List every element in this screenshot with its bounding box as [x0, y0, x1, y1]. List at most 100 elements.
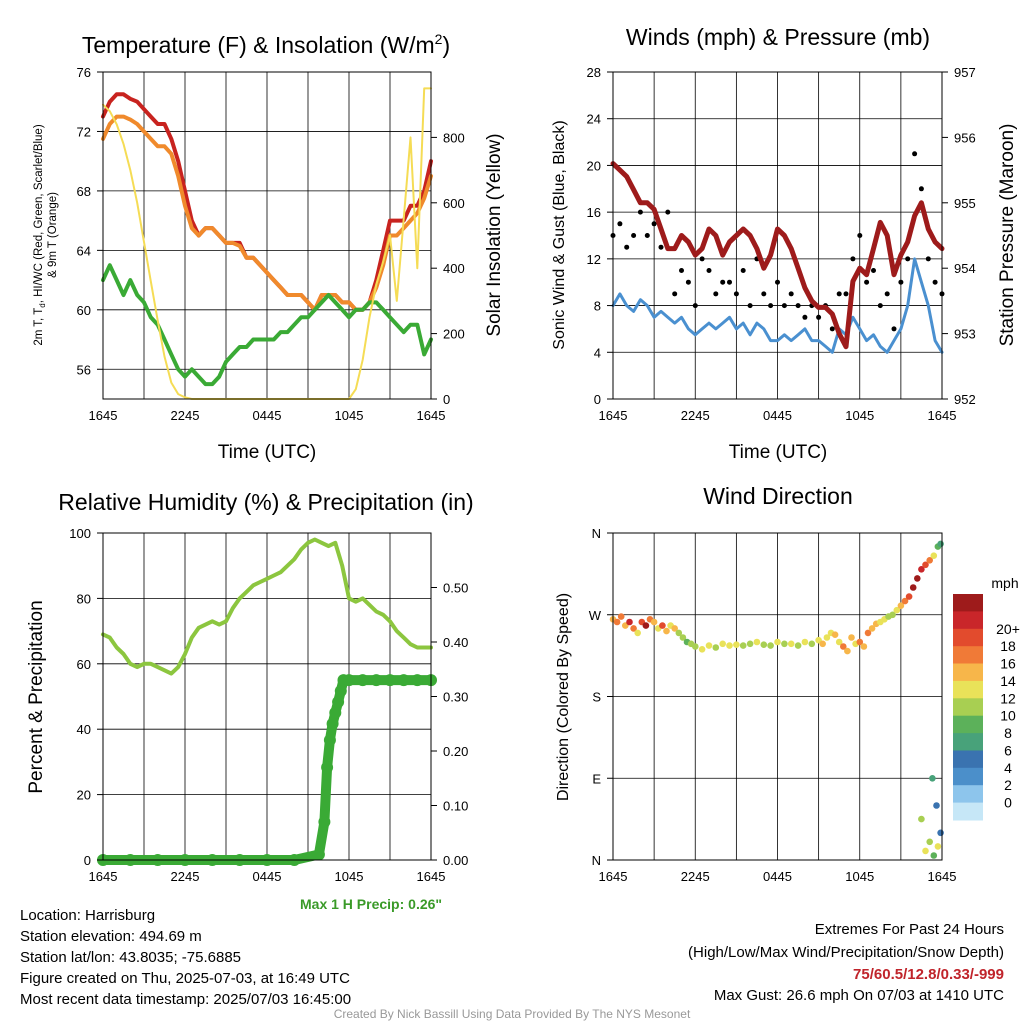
- x-tick-label: 1645: [599, 869, 628, 884]
- gust-point: [699, 256, 705, 262]
- rh-panel: Relative Humidity (%) & Precipitation (i…: [26, 489, 474, 884]
- precip-point: [321, 761, 334, 774]
- gust-point: [891, 326, 897, 332]
- gust-point: [747, 303, 753, 309]
- y-tick-label: 200: [443, 327, 465, 342]
- x-tick-label: 1645: [417, 869, 446, 884]
- gust-point: [829, 326, 835, 332]
- colorbar-label: 8: [1004, 725, 1012, 741]
- wind-y2label: Station Pressure (Maroon): [997, 124, 1018, 347]
- direction-point: [617, 613, 625, 620]
- wind-series: [610, 151, 945, 354]
- gust-point: [918, 186, 924, 192]
- colorbar-swatch: [953, 715, 983, 734]
- direction-point: [733, 641, 740, 648]
- dir-ylabel: Direction (Colored By Speed): [555, 593, 572, 801]
- precip-point: [343, 674, 355, 687]
- colorbar-swatch: [953, 611, 983, 630]
- wind-y2ticks: 952 953 954 955 956 957: [942, 65, 976, 407]
- direction-point: [794, 642, 802, 649]
- direction-point: [937, 829, 944, 837]
- gust-point: [637, 209, 643, 215]
- gust-point: [795, 303, 801, 309]
- y-tick-label: 600: [443, 196, 465, 211]
- direction-point: [630, 625, 637, 632]
- x-tick-label: 1645: [417, 408, 446, 423]
- y-tick-label: 72: [77, 124, 91, 139]
- precip-point: [397, 674, 410, 687]
- gust-point: [617, 221, 623, 227]
- gust-point: [836, 291, 842, 297]
- info-latlon: Station lat/lon: 43.8035; -75.6885: [20, 949, 242, 966]
- y-tick-label: 956: [954, 130, 976, 145]
- gust-point: [816, 314, 822, 320]
- dir-grid: [612, 532, 943, 861]
- colorbar-title: mph: [991, 575, 1018, 591]
- gust-point: [740, 268, 746, 273]
- gust-point: [843, 291, 849, 297]
- extremes-block: Extremes For Past 24 Hours (High/Low/Max…: [688, 918, 1004, 1006]
- y-tick-label: 0.50: [443, 581, 468, 596]
- wind-line: [611, 257, 944, 354]
- temp-title: Temperature (F) & Insolation (W/m2): [82, 31, 450, 58]
- direction-point: [642, 622, 650, 629]
- direction-point: [929, 775, 936, 782]
- gust-point: [644, 233, 650, 238]
- temp-xlabel: Time (UTC): [218, 442, 317, 463]
- gust-point: [706, 268, 712, 273]
- info-elevation: Station elevation: 494.69 m: [20, 928, 202, 945]
- y-tick-label: E: [592, 771, 601, 786]
- colorbar-swatch: [953, 733, 983, 751]
- y-tick-label: 40: [77, 722, 91, 737]
- gust-point: [871, 268, 876, 273]
- gust-point: [761, 291, 767, 297]
- temp-y2label: Solar Insolation (Yellow): [484, 133, 505, 336]
- x-tick-label: 1045: [845, 869, 874, 884]
- colorbar-label: 12: [1000, 690, 1016, 706]
- direction-point: [626, 618, 633, 626]
- direction-point: [787, 640, 795, 648]
- gust-point: [905, 256, 911, 262]
- y-tick-label: 0.40: [443, 635, 468, 650]
- y-tick-label: 64: [77, 243, 91, 258]
- direction-point: [650, 618, 658, 626]
- gust-point: [624, 244, 630, 250]
- precip-point: [370, 674, 383, 687]
- gust-point: [802, 314, 808, 320]
- y-tick-label: 68: [77, 184, 91, 199]
- y-tick-label: 100: [69, 526, 91, 541]
- wind-panel: Winds (mph) & Pressure (mb) 0 4 8 12 16 20 24 2…: [551, 24, 1018, 463]
- gust-point: [850, 256, 856, 262]
- station-info: Location: Harrisburg Station elevation: …: [20, 905, 351, 1010]
- direction-point: [781, 640, 788, 648]
- gust-point: [658, 244, 664, 250]
- x-tick-label: 2245: [681, 408, 710, 423]
- gust-point: [685, 279, 691, 285]
- temp-plot-frame: [102, 71, 432, 400]
- y-tick-label: 0.20: [443, 744, 468, 759]
- y-tick-label: W: [589, 608, 602, 623]
- direction-point: [774, 638, 781, 646]
- rh-line: [101, 537, 433, 676]
- direction-point: [823, 634, 831, 641]
- colorbar-swatch: [953, 594, 983, 612]
- y-tick-label: 60: [77, 303, 91, 318]
- precip-point: [356, 674, 369, 687]
- y-tick-label: N: [592, 526, 601, 541]
- rh-title: Relative Humidity (%) & Precipitation (i…: [58, 489, 473, 515]
- colorbar-label: 16: [1000, 656, 1016, 672]
- info-location: Location: Harrisburg: [20, 907, 156, 924]
- direction-point: [840, 643, 847, 650]
- direction-point: [819, 640, 826, 648]
- y-tick-label: 76: [77, 65, 91, 80]
- x-tick-label: 1645: [89, 869, 118, 884]
- direction-point: [801, 638, 809, 646]
- x-tick-label: 2245: [171, 869, 200, 884]
- gust-point: [720, 279, 726, 285]
- gust-point: [781, 303, 787, 309]
- direction-point: [922, 847, 929, 855]
- gust-point: [713, 291, 719, 297]
- extremes-title: Extremes For Past 24 Hours: [814, 921, 1004, 938]
